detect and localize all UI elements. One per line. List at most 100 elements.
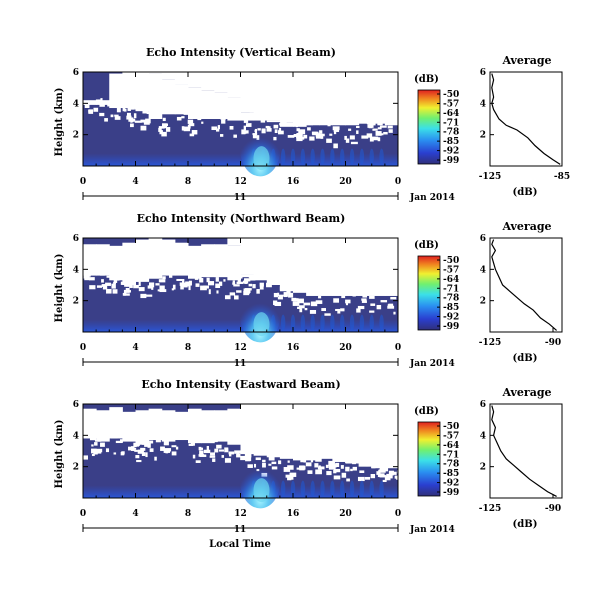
no-data-region — [214, 410, 228, 442]
no-data-region — [83, 100, 97, 105]
x-ticks: 0 4 8 12 16 20 0 — [80, 72, 401, 187]
echo-streak — [349, 314, 355, 331]
no-data-speckle — [304, 307, 308, 311]
no-data-speckle — [253, 448, 259, 452]
no-data-region — [384, 238, 399, 296]
no-data-speckle — [171, 288, 174, 291]
colorbar — [417, 89, 441, 165]
no-data-speckle — [183, 282, 188, 288]
no-data-speckle — [216, 444, 222, 449]
no-data-region — [345, 238, 360, 296]
no-data-speckle — [179, 282, 185, 286]
heatmap-eastward — [83, 404, 402, 509]
no-data-speckle — [133, 113, 137, 119]
no-data-region — [227, 408, 241, 445]
no-data-speckle — [333, 129, 340, 132]
colorbar-tick-label: -78 — [443, 128, 459, 138]
no-data-speckle — [94, 439, 102, 442]
echo-streak — [349, 480, 355, 497]
no-data-speckle — [245, 288, 252, 291]
peak-echo-core — [253, 146, 270, 171]
no-data-speckle — [283, 467, 291, 472]
x-tick-label: 12 — [234, 177, 247, 187]
no-data-speckle — [140, 293, 147, 299]
no-data-region — [345, 404, 360, 464]
no-data-speckle — [195, 460, 201, 463]
no-data-speckle — [303, 302, 311, 306]
no-data-speckle — [135, 455, 140, 459]
no-data-speckle — [246, 456, 252, 462]
average-x-label: (dB) — [513, 353, 538, 364]
no-data-speckle — [240, 455, 248, 461]
y-tick-label: 6 — [73, 234, 79, 244]
no-data-speckle — [149, 440, 154, 444]
echo-streak — [330, 314, 335, 331]
average-x-label: (dB) — [513, 187, 538, 198]
no-data-speckle — [376, 304, 382, 310]
echo-streak — [379, 314, 384, 331]
no-data-speckle — [328, 460, 335, 466]
no-data-speckle — [297, 298, 304, 304]
no-data-speckle — [300, 458, 307, 463]
no-data-region — [201, 72, 215, 91]
no-data-region — [306, 238, 320, 296]
no-data-speckle — [138, 287, 145, 292]
no-data-speckle — [99, 104, 105, 107]
no-data-region — [266, 238, 281, 285]
no-data-speckle — [328, 464, 336, 470]
no-data-speckle — [369, 310, 375, 313]
x-tick-label: 4 — [132, 343, 138, 353]
x-tick-label: 8 — [185, 177, 191, 187]
colorbar-unit: (dB) — [414, 240, 439, 251]
colorbar-tick-label: -92 — [443, 313, 459, 323]
x-tick-label: 4 — [132, 177, 138, 187]
no-data-speckle — [244, 452, 252, 458]
no-data-speckle — [315, 458, 322, 462]
x-tick-label: 0 — [395, 177, 401, 187]
y-ticks: 2 4 6 — [73, 400, 398, 473]
no-data-speckle — [259, 286, 264, 290]
no-data-region — [266, 404, 281, 458]
no-data-speckle — [192, 454, 196, 459]
y-axis-label: Height (km) — [54, 88, 65, 157]
no-data-speckle — [112, 289, 118, 294]
no-data-speckle — [137, 449, 144, 454]
average-frame — [489, 403, 563, 499]
no-data-speckle — [221, 119, 226, 124]
no-data-region — [174, 84, 189, 115]
no-data-speckle — [279, 286, 287, 291]
no-data-speckle — [366, 133, 373, 138]
no-data-speckle — [188, 443, 194, 446]
low-level-echo — [83, 319, 398, 332]
average-y-ticks: 2 4 6 — [480, 400, 494, 473]
no-data-speckle — [218, 281, 223, 286]
echo-streak — [280, 480, 286, 497]
no-data-speckle — [388, 470, 394, 476]
no-data-speckle — [244, 278, 251, 282]
no-data-speckle — [217, 115, 224, 119]
no-data-speckle — [191, 130, 198, 135]
no-data-speckle — [317, 466, 325, 470]
no-data-speckle — [114, 116, 121, 120]
colorbar-tick-label: -92 — [443, 479, 459, 489]
x-tick-label: 0 — [395, 343, 401, 353]
no-data-speckle — [142, 440, 147, 445]
y-tick-label: 4 — [73, 431, 79, 441]
no-data-speckle — [126, 112, 131, 118]
colorbar-tick-label: -64 — [443, 109, 459, 119]
no-data-speckle — [223, 279, 226, 282]
no-data-region — [96, 244, 110, 276]
no-data-speckle — [340, 308, 345, 312]
no-data-speckle — [333, 129, 337, 135]
no-data-speckle — [182, 279, 185, 283]
no-data-region — [371, 238, 386, 296]
y-tick-label: 2 — [73, 463, 79, 473]
colorbar-ticks: -50 -57 -64 -71 -78 -85 -92 -99 — [437, 256, 459, 332]
date-axis: 11 Jan 2014 — [82, 358, 455, 369]
x-tick-label: 0 — [80, 509, 86, 519]
no-data-region — [161, 410, 176, 442]
no-data-speckle — [356, 130, 359, 134]
no-data-speckle — [149, 282, 153, 287]
average-frame — [489, 71, 563, 167]
